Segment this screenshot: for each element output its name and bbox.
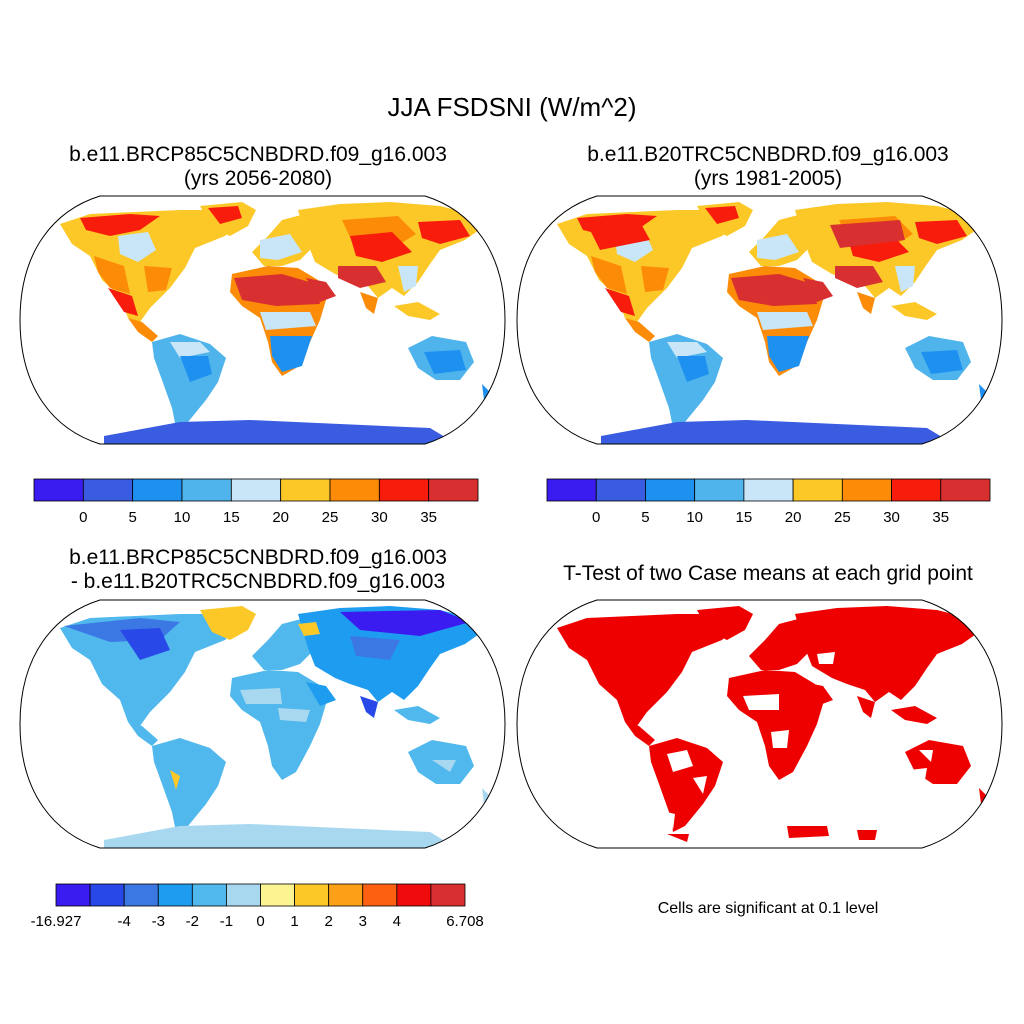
colorbar-top-right-box xyxy=(841,478,892,502)
colorbar-top-right-label: 35 xyxy=(932,509,949,526)
colorbar-top-left-box xyxy=(428,478,479,502)
colorbar-bottom-left-label: 0 xyxy=(256,913,264,930)
colorbar-bottom-left-box xyxy=(294,883,330,907)
map-field-top-left xyxy=(60,202,490,458)
colorbar-bottom-left-label: -3 xyxy=(152,913,165,930)
panel-title-bottom-right: T-Test of two Case means at each grid po… xyxy=(563,562,973,585)
colorbar-top-left-box xyxy=(280,478,331,502)
colorbar-bottom-left-box xyxy=(191,883,227,907)
colorbar-top-left-box xyxy=(181,478,232,502)
colorbar-bottom-left-box xyxy=(226,883,261,907)
colorbar-bottom-left: -16.927 -4 -3 -2 -1 0 1 2 3 4 6.708 xyxy=(31,883,484,930)
colorbar-top-left-label: 20 xyxy=(272,509,289,526)
colorbar-top-left-box xyxy=(378,478,430,502)
colorbar-top-right-label: 25 xyxy=(834,509,851,526)
colorbar-bottom-left-box xyxy=(328,883,364,907)
figure-title: JJA FSDSNI (W/m^2) xyxy=(387,92,637,122)
map-panel-bottom-right xyxy=(516,599,1003,849)
colorbar-bottom-left-box xyxy=(260,883,295,907)
colorbar-bottom-left-box xyxy=(362,883,398,907)
colorbar-top-left-label: 0 xyxy=(79,509,87,526)
colorbar-top-right-box xyxy=(743,478,794,502)
colorbar-top-right-box xyxy=(546,478,597,502)
colorbar-top-right-box xyxy=(694,478,745,502)
map-boundary-top-right xyxy=(516,195,1003,445)
colorbar-bottom-left-label: 6.708 xyxy=(446,913,484,930)
colorbar-top-right-box xyxy=(940,478,991,502)
colorbar-bottom-left-box xyxy=(157,883,193,907)
map-panel-top-left xyxy=(19,195,506,458)
colorbar-top-right-box xyxy=(595,478,646,502)
colorbar-top-right-label: 20 xyxy=(785,509,802,526)
colorbar-bottom-left-box xyxy=(123,883,159,907)
colorbar-bottom-left-label: 4 xyxy=(393,913,401,930)
colorbar-top-left: 0 5 10 15 20 25 30 35 xyxy=(33,478,479,526)
panel-title-top-right-line2: (yrs 1981-2005) xyxy=(693,167,843,190)
colorbar-bottom-left-label: -4 xyxy=(117,913,130,930)
colorbar-top-left-box xyxy=(329,478,380,502)
colorbar-bottom-left-box xyxy=(430,883,466,907)
map-field-bottom-left xyxy=(60,606,490,862)
colorbar-top-left-box xyxy=(33,478,84,502)
colorbar-top-right-box xyxy=(645,478,696,502)
colorbar-top-right-label: 10 xyxy=(686,509,703,526)
panel-title-top-right-line1: b.e11.B20TRC5CNBDRD.f09_g16.003 xyxy=(587,143,949,166)
map-field-bottom-right xyxy=(557,606,987,842)
panel-title-bottom-left-line1: b.e11.BRCP85C5CNBDRD.f09_g16.003 xyxy=(69,546,447,569)
colorbar-top-right-label: 0 xyxy=(592,509,600,526)
colorbar-top-left-label: 30 xyxy=(371,509,388,526)
colorbar-bottom-left-label: 1 xyxy=(290,913,298,930)
colorbar-top-right: 0 5 10 15 20 25 30 35 xyxy=(546,478,991,526)
panel-title-top-left: b.e11.BRCP85C5CNBDRD.f09_g16.003 (yrs 20… xyxy=(8,143,508,191)
colorbar-bottom-left-label: -1 xyxy=(220,913,233,930)
colorbar-bottom-left-label: 3 xyxy=(359,913,367,930)
significance-note: Cells are significant at 0.1 level xyxy=(657,900,879,917)
colorbar-top-left-box xyxy=(230,478,282,502)
colorbar-bottom-left-label: -2 xyxy=(186,913,199,930)
map-panel-top-right xyxy=(516,195,1003,458)
colorbar-bottom-left-label: 2 xyxy=(324,913,332,930)
colorbar-top-left-box xyxy=(82,478,134,502)
colorbar-top-right-label: 30 xyxy=(883,509,900,526)
panel-title-top-right: b.e11.B20TRC5CNBDRD.f09_g16.003 (yrs 198… xyxy=(518,143,1018,191)
panel-title-bottom-left: b.e11.BRCP85C5CNBDRD.f09_g16.003 - b.e11… xyxy=(8,546,508,594)
map-boundary-bottom-left xyxy=(19,599,506,849)
colorbar-top-left-label: 15 xyxy=(223,509,240,526)
colorbar-bottom-left-label: -16.927 xyxy=(31,913,82,930)
map-panel-bottom-left xyxy=(19,599,506,862)
colorbar-top-right-label: 5 xyxy=(641,509,649,526)
colorbar-top-left-label: 25 xyxy=(322,509,339,526)
colorbar-bottom-left-box xyxy=(89,883,125,907)
map-field-top-right xyxy=(557,202,987,458)
panel-title-top-left-line1: b.e11.BRCP85C5CNBDRD.f09_g16.003 xyxy=(69,143,447,166)
colorbar-bottom-left-box xyxy=(55,883,91,907)
colorbar-top-left-label: 35 xyxy=(420,509,437,526)
panel-title-bottom-left-line2: - b.e11.B20TRC5CNBDRD.f09_g16.003 xyxy=(70,570,446,593)
colorbar-top-left-label: 10 xyxy=(174,509,191,526)
map-boundary-bottom-right xyxy=(516,599,1003,849)
colorbar-top-left-label: 5 xyxy=(128,509,136,526)
colorbar-top-right-box xyxy=(792,478,843,502)
colorbar-top-right-label: 15 xyxy=(736,509,753,526)
panel-title-top-left-line2: (yrs 2056-2080) xyxy=(183,167,333,190)
colorbar-top-left-box xyxy=(132,478,183,502)
colorbar-top-right-box xyxy=(891,478,942,502)
map-boundary-top-left xyxy=(19,195,506,445)
colorbar-bottom-left-box xyxy=(396,883,432,907)
